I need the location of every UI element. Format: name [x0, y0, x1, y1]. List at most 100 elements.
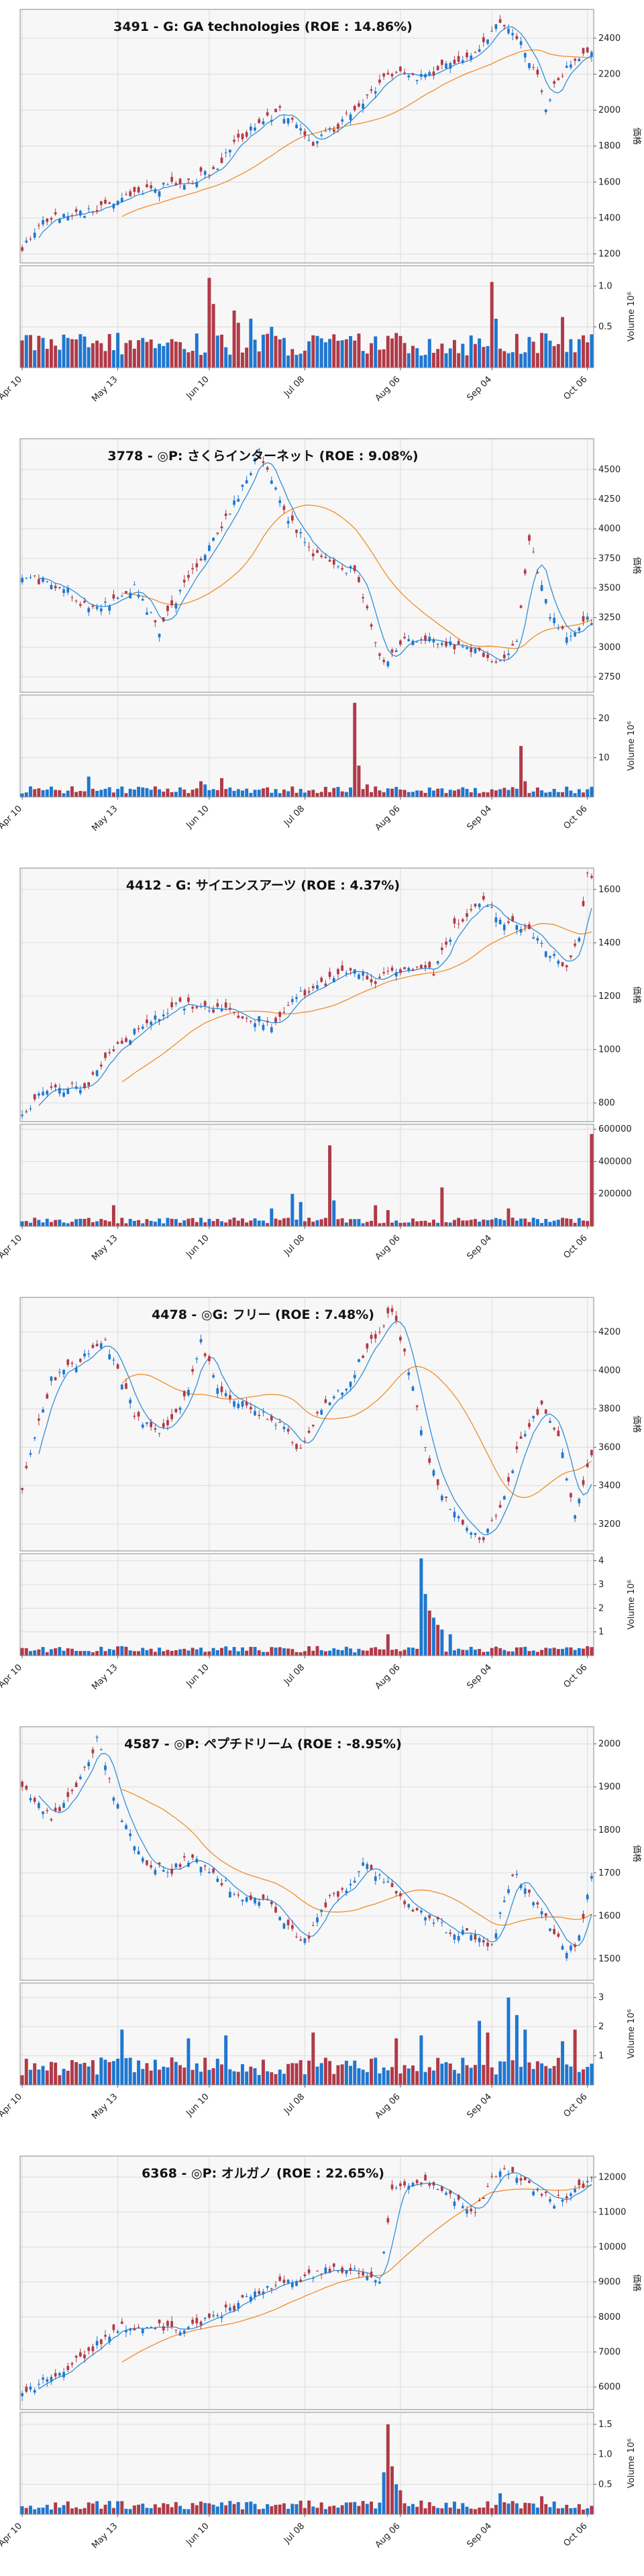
candlestick	[561, 1448, 564, 1459]
candlestick	[436, 2188, 439, 2191]
volume-bar	[54, 2062, 58, 2085]
volume-bar	[531, 2503, 535, 2514]
volume-bar	[531, 341, 535, 368]
volume-bar	[590, 2506, 594, 2514]
candlestick	[324, 1898, 327, 1909]
price-tick-label: 3750	[598, 553, 621, 564]
candlestick	[441, 1917, 443, 1927]
candlestick	[511, 640, 515, 646]
volume-bar	[145, 2508, 149, 2514]
volume-bar	[236, 1651, 240, 1656]
volume-bar	[282, 1648, 286, 1656]
candlestick	[370, 623, 373, 631]
candlestick	[29, 1105, 32, 1112]
volume-bar	[448, 348, 452, 368]
candlestick	[470, 1532, 473, 1539]
volume-bar	[511, 1651, 515, 1656]
candlestick	[203, 170, 207, 179]
candlestick	[254, 457, 256, 465]
x-tick-label: Aug 06	[374, 2092, 402, 2121]
candlestick	[274, 108, 277, 113]
candlestick	[390, 1305, 394, 1316]
volume-bar	[211, 789, 215, 797]
volume-bar	[586, 2508, 590, 2514]
volume-bar	[191, 1648, 195, 1656]
candlestick	[349, 1381, 352, 1391]
volume-bar	[182, 2068, 186, 2085]
volume-bar	[561, 792, 565, 797]
x-tick-label: Jul 08	[282, 804, 307, 828]
candlestick	[502, 650, 506, 663]
candlestick	[108, 1049, 111, 1056]
price-tick-label: 6000	[598, 2382, 621, 2392]
volume-bar	[62, 1650, 66, 1656]
volume-bar	[478, 338, 482, 368]
volume-bar	[332, 334, 336, 368]
volume-panel-background	[20, 695, 594, 797]
volume-bar	[398, 1222, 402, 1226]
candlestick	[29, 236, 32, 241]
candlestick	[353, 564, 356, 574]
volume-bar	[20, 2506, 24, 2514]
candlestick	[278, 1916, 282, 1921]
price-tick-label: 1800	[598, 142, 621, 152]
volume-bar	[527, 2503, 531, 2514]
candlestick	[21, 1110, 23, 1119]
candlestick	[266, 1895, 269, 1901]
candlestick	[432, 637, 435, 647]
candlestick	[166, 604, 169, 616]
volume-bar	[282, 789, 286, 797]
volume-bar	[299, 2060, 303, 2085]
volume-bar	[54, 790, 58, 797]
price-panel-frame	[19, 1297, 594, 1552]
candlestick	[62, 2367, 65, 2381]
candlestick	[428, 633, 431, 643]
candlestick	[407, 2183, 411, 2194]
volume-bar	[186, 2509, 191, 2514]
candlestick	[137, 185, 140, 194]
candlestick	[540, 580, 543, 592]
candlestick	[170, 997, 173, 1010]
volume-bar	[561, 1648, 565, 1656]
candlestick	[407, 966, 411, 973]
volume-bar	[236, 323, 240, 368]
candlestick	[490, 902, 494, 909]
candlestick	[540, 2192, 543, 2198]
candlestick	[62, 1800, 65, 1809]
candlestick	[441, 1493, 443, 1503]
candlestick	[478, 2198, 481, 2202]
price-tick-label: 11000	[598, 2207, 626, 2217]
candlestick	[311, 1424, 315, 1428]
x-tick-label: May 13	[90, 1233, 119, 1263]
volume-bar	[87, 347, 91, 368]
candlestick	[337, 565, 339, 569]
volume-bar	[498, 2493, 502, 2514]
candlestick	[574, 2185, 576, 2194]
candlestick	[540, 940, 543, 948]
price-tick-label: 1600	[598, 177, 621, 187]
volume-bar	[565, 1218, 569, 1226]
volume-bar	[41, 2065, 45, 2085]
candlestick	[91, 2343, 95, 2355]
candlestick	[141, 1856, 144, 1864]
candlestick	[133, 1412, 136, 1420]
volume-bar	[191, 2503, 195, 2514]
volume-bar	[386, 2070, 390, 2085]
candlestick	[549, 1417, 551, 1424]
candlestick	[490, 1517, 494, 1523]
volume-bar	[286, 355, 290, 368]
volume-bar	[361, 789, 365, 797]
candlestick	[332, 2263, 335, 2271]
volume-bar	[548, 1648, 552, 1656]
volume-bar	[195, 788, 199, 797]
volume-bar	[565, 2064, 569, 2085]
candlestick	[316, 547, 319, 553]
volume-bar	[215, 2506, 219, 2514]
volume-bar	[240, 1647, 244, 1656]
volume-panel-frame	[19, 265, 594, 368]
volume-bar	[527, 1222, 531, 1226]
volume-bar	[411, 345, 415, 368]
chart-title: 3491 - G: GA technologies (ROE : 14.86%)	[113, 19, 413, 34]
candlestick	[570, 631, 572, 642]
candlestick	[374, 87, 377, 99]
